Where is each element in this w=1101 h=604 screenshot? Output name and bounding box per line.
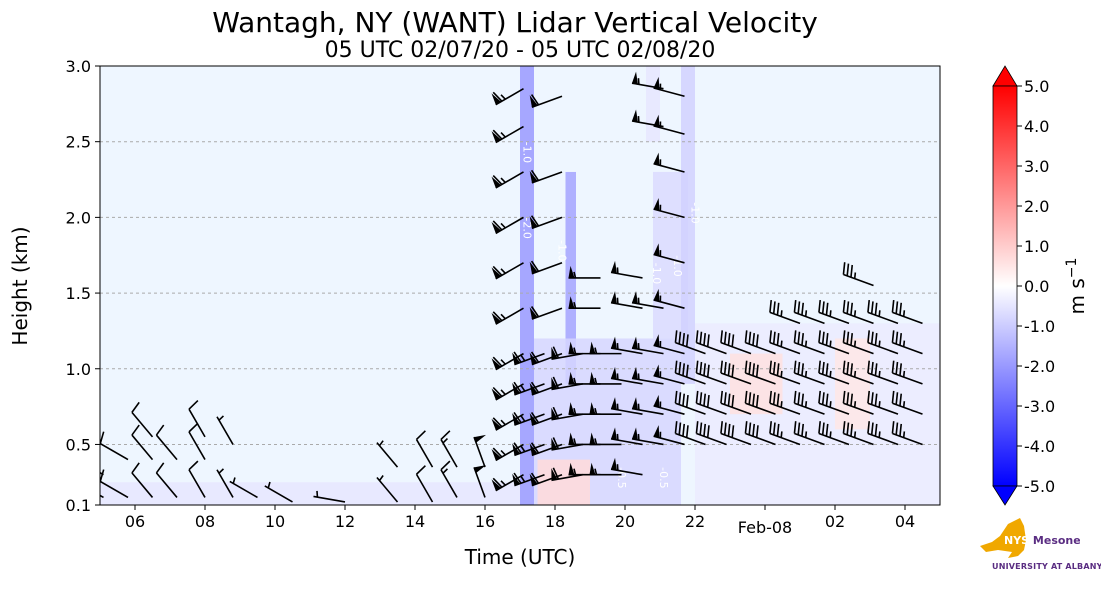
colorbar-tick-label: 2.0 <box>1024 197 1049 216</box>
x-tick-label: 18 <box>545 512 565 531</box>
colorbar-tick-label: -4.0 <box>1024 437 1055 456</box>
colorbar-tick-label: 5.0 <box>1024 77 1049 96</box>
barb-half <box>855 431 856 437</box>
velocity-region <box>835 338 870 429</box>
barb-half <box>781 431 782 437</box>
barb-half <box>879 371 880 377</box>
y-axis-ticks: 0.1 0.5 1.0 1.5 2.0 2.5 3.0 <box>66 57 100 515</box>
colorbar-label: m s−1 <box>1064 258 1089 315</box>
x-tick-label: 04 <box>895 512 915 531</box>
barb-half <box>830 431 831 437</box>
wind-barb <box>76 470 104 498</box>
barb-half <box>855 310 856 316</box>
barb-half <box>879 310 880 316</box>
contour-label: -0.5 <box>657 467 670 488</box>
colorbar-tick-label: 4.0 <box>1024 117 1049 136</box>
colorbar-max-extend <box>993 66 1017 86</box>
velocity-region <box>646 66 660 142</box>
nys-mesonet-logo: NYS Mesonet <box>978 516 1080 562</box>
barb-half <box>879 401 880 407</box>
x-axis-ticks: 06 08 10 12 14 16 18 20 22 Feb-08 02 04 <box>125 505 915 537</box>
colorbar-tick-label: -3.0 <box>1024 397 1055 416</box>
barb-half <box>855 401 856 407</box>
colorbar-tick-label: -2.0 <box>1024 357 1055 376</box>
colorbar-gradient <box>993 86 1017 486</box>
x-tick-label: 14 <box>405 512 425 531</box>
barb-half <box>904 371 905 377</box>
x-tick-label: 20 <box>615 512 635 531</box>
barb-half <box>781 310 782 316</box>
barb-half <box>781 371 782 377</box>
barb-half <box>781 341 782 347</box>
colorbar-tick-label: 3.0 <box>1024 157 1049 176</box>
velocity-region <box>538 460 591 505</box>
y-tick-label: 2.5 <box>66 133 91 152</box>
velocity-region <box>100 482 520 505</box>
colorbar-min-extend <box>993 486 1017 505</box>
x-tick-label: 12 <box>335 512 355 531</box>
x-tick-label: 02 <box>825 512 845 531</box>
barb-half <box>855 371 856 377</box>
x-axis-label: Time (UTC) <box>464 545 576 569</box>
barb-half <box>879 431 880 437</box>
barb-half <box>855 341 856 347</box>
y-tick-label: 3.0 <box>66 57 91 76</box>
barb-shaft <box>76 459 104 475</box>
x-tick-label: 08 <box>195 512 215 531</box>
barb-half <box>904 310 905 316</box>
barb-half <box>830 310 831 316</box>
barb-half <box>855 273 856 279</box>
colorbar-tick-label: 1.0 <box>1024 237 1049 256</box>
colorbar-tick-label: 0.0 <box>1024 277 1049 296</box>
colorbar-tick-label: -5.0 <box>1024 477 1055 496</box>
x-tick-label: 22 <box>685 512 705 531</box>
contour-label: -1.0 <box>689 202 702 223</box>
x-tick-label: 16 <box>475 512 495 531</box>
y-tick-label: 2.0 <box>66 208 91 227</box>
barb-full <box>76 470 79 482</box>
barb-half <box>904 401 905 407</box>
chart-subtitle: 05 UTC 02/07/20 - 05 UTC 02/08/20 <box>325 38 716 63</box>
y-tick-label: 1.0 <box>66 360 91 379</box>
contour-label: -1.0 <box>556 240 569 261</box>
barb-half <box>806 371 807 377</box>
barb-half <box>806 431 807 437</box>
barb-half <box>904 431 905 437</box>
y-tick-label: 1.5 <box>66 284 91 303</box>
barb-half <box>904 341 905 347</box>
barb-half <box>830 341 831 347</box>
barb-half <box>781 401 782 407</box>
contour-label: -1.0 <box>521 142 534 163</box>
y-tick-label: 0.1 <box>66 496 91 515</box>
barb-half <box>830 401 831 407</box>
y-axis-label: Height (km) <box>8 226 32 345</box>
barb-half <box>806 310 807 316</box>
logo-subtext: UNIVERSITY AT ALBANY <box>992 562 1101 571</box>
barb-half <box>806 341 807 347</box>
logo-text: NYS Mesonet <box>1004 534 1080 547</box>
x-tick-label: Feb-08 <box>738 518 792 537</box>
barb-half <box>830 371 831 377</box>
barb-half <box>879 341 880 347</box>
x-tick-label: 10 <box>265 512 285 531</box>
contour-label: -1.0 <box>671 255 684 276</box>
barb-half <box>806 401 807 407</box>
contour-label: -1.0 <box>650 263 663 284</box>
chart-title: Wantagh, NY (WANT) Lidar Vertical Veloci… <box>212 6 818 39</box>
velocity-region <box>520 66 534 505</box>
x-tick-label: 06 <box>125 512 145 531</box>
colorbar-tick-label: -1.0 <box>1024 317 1055 336</box>
y-tick-label: 0.5 <box>66 435 91 454</box>
colorbar: 5.0 4.0 3.0 2.0 1.0 0.0 -1.0 -2.0 -3.0 -4.0 -5.0 m… <box>993 66 1089 505</box>
